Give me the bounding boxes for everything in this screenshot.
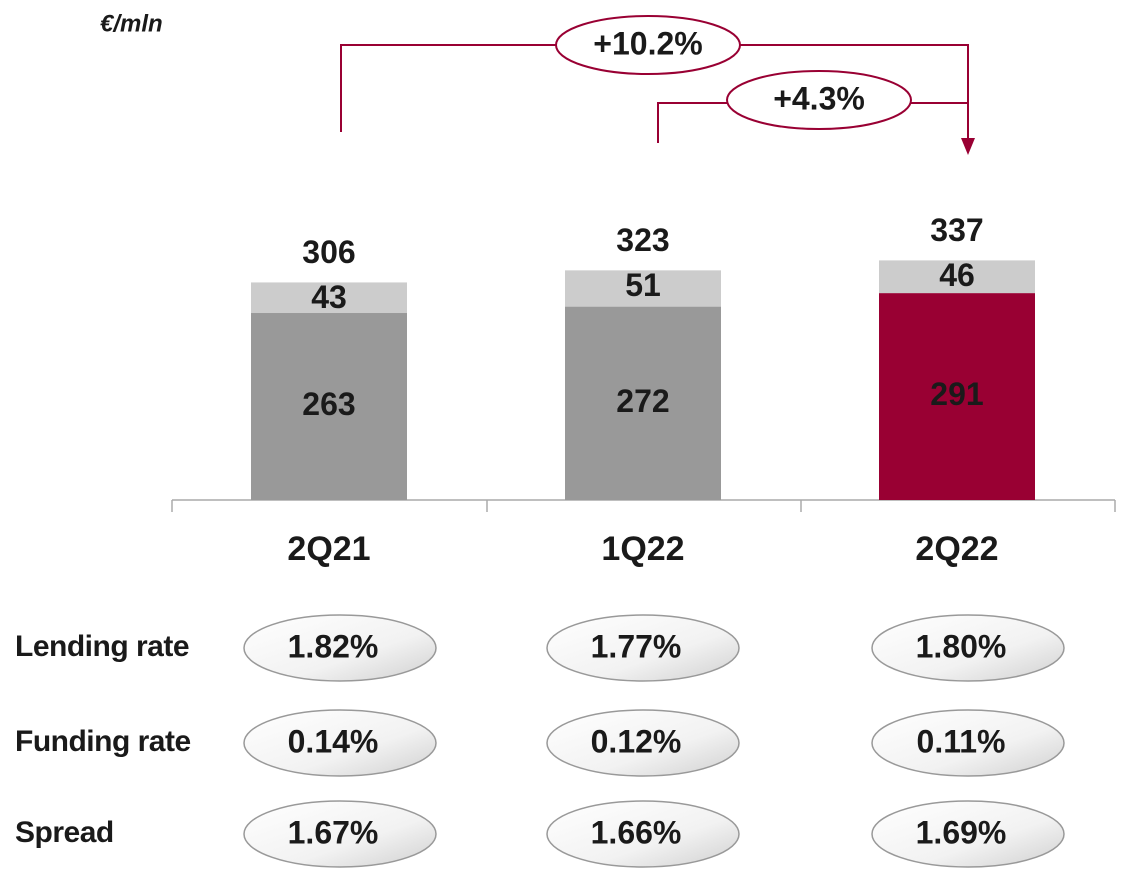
- x-tick-label: 2Q21: [287, 530, 370, 568]
- rate-pill: [243, 709, 437, 777]
- growth-label: +4.3%: [773, 80, 865, 116]
- rate-label: Lending rate: [15, 630, 189, 663]
- value-label: 263: [302, 386, 355, 422]
- growth-badge: [555, 15, 741, 75]
- rate-label: Funding rate: [15, 725, 191, 758]
- rate-pill: [871, 709, 1065, 777]
- bar-segment: [565, 270, 721, 307]
- rate-value: 1.82%: [288, 628, 379, 664]
- total-label: 323: [616, 222, 669, 258]
- growth-badge: [726, 70, 912, 130]
- rate-pill: [871, 614, 1065, 682]
- x-tick-label: 2Q22: [915, 530, 998, 568]
- arrow-head: [961, 138, 975, 155]
- value-label: 291: [930, 376, 983, 412]
- bar-segment: [251, 313, 407, 500]
- rate-value: 0.14%: [288, 723, 379, 759]
- value-label: 272: [616, 383, 669, 419]
- rate-pill: [871, 800, 1065, 868]
- rate-value: 1.69%: [916, 814, 1007, 850]
- rate-value: 1.67%: [288, 814, 379, 850]
- bar-segment: [879, 293, 1035, 500]
- rate-label: Spread: [15, 816, 114, 849]
- total-label: 306: [302, 234, 355, 270]
- rate-value: 1.80%: [916, 628, 1007, 664]
- rate-value: 1.66%: [591, 814, 682, 850]
- total-label: 337: [930, 212, 983, 248]
- rate-value: 1.77%: [591, 628, 682, 664]
- value-label: 43: [311, 279, 347, 315]
- rate-value: 0.11%: [917, 723, 1006, 759]
- bar-segment: [879, 260, 1035, 294]
- rate-value: 0.12%: [591, 723, 682, 759]
- value-label: 51: [625, 267, 661, 303]
- growth-label: +10.2%: [593, 25, 702, 61]
- rate-pill: [546, 800, 740, 868]
- rate-pill: [546, 709, 740, 777]
- rate-pill: [243, 614, 437, 682]
- x-tick-label: 1Q22: [601, 530, 684, 568]
- bar-segment: [565, 306, 721, 500]
- rate-pill: [243, 800, 437, 868]
- rate-pill: [546, 614, 740, 682]
- unit-label: €/mln: [100, 10, 163, 37]
- bar-segment: [251, 282, 407, 314]
- value-label: 46: [939, 257, 975, 293]
